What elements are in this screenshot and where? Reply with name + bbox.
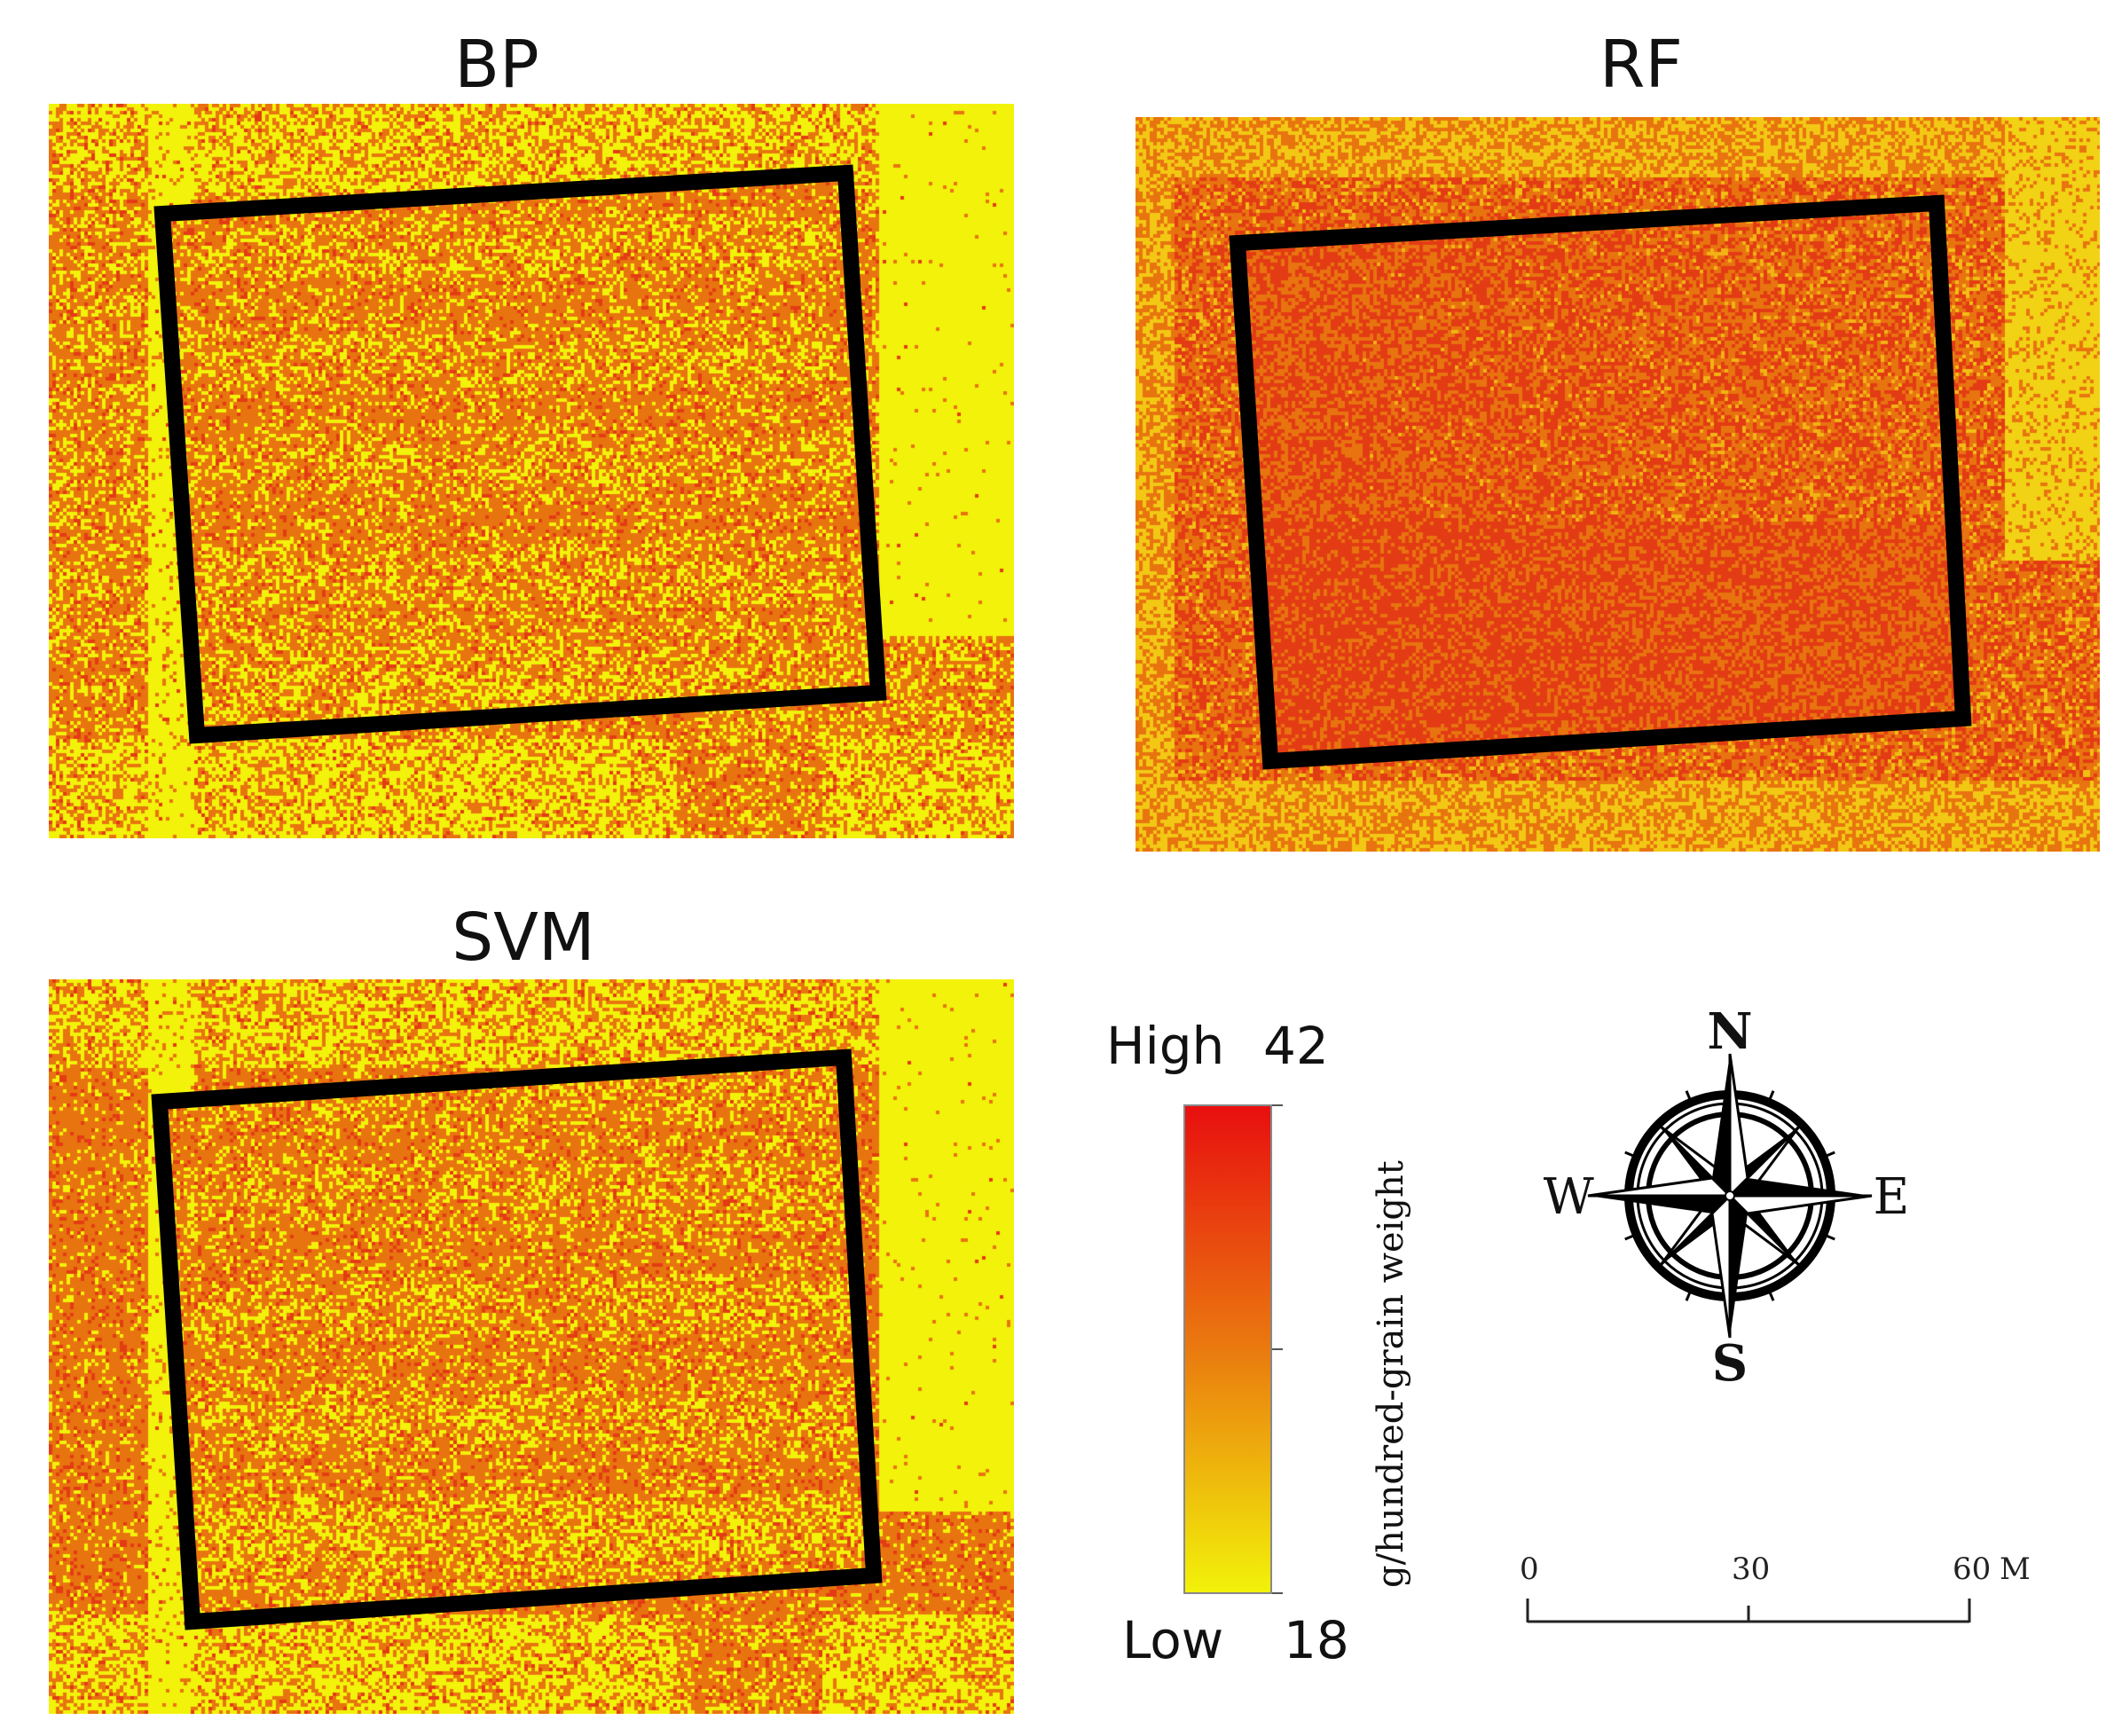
compass-west-label: W: [1544, 1168, 1594, 1226]
legend-unit-label: g/hundred-grain weight: [1371, 1160, 1411, 1588]
scale-bar: [1526, 1599, 1971, 1623]
scale-label-30: 30: [1732, 1551, 1771, 1587]
legend-high-label: High: [1106, 1016, 1225, 1076]
legend-tick-high: [1272, 1104, 1283, 1106]
compass-east-label: E: [1874, 1168, 1910, 1226]
bp-yield-map: [49, 104, 1014, 838]
legend-color-ramp: [1183, 1104, 1272, 1594]
legend-tick-low: [1272, 1592, 1283, 1594]
bp-title: BP: [454, 27, 539, 103]
legend-tick-mid: [1272, 1348, 1283, 1350]
rf-yield-map: [1136, 117, 2100, 852]
scale-label-0: 0: [1520, 1551, 1539, 1587]
compass-south-label: S: [1712, 1334, 1748, 1393]
legend-low-value: 18: [1284, 1610, 1349, 1670]
rf-title: RF: [1599, 27, 1683, 103]
legend-high-value: 42: [1263, 1016, 1329, 1076]
svm-title: SVM: [452, 899, 595, 976]
rf-study-area-outline: [1229, 194, 1972, 770]
svm-yield-map: [49, 979, 1014, 1714]
bp-study-area-outline: [153, 164, 887, 744]
scale-unit-label: M: [2000, 1551, 2031, 1587]
legend-low-label: Low: [1122, 1610, 1224, 1670]
scale-label-60: 60: [1953, 1551, 1992, 1587]
svm-study-area-outline: [151, 1049, 883, 1630]
compass-north-label: N: [1707, 1002, 1752, 1061]
compass-rose-icon: N S E W: [1544, 1002, 1910, 1393]
